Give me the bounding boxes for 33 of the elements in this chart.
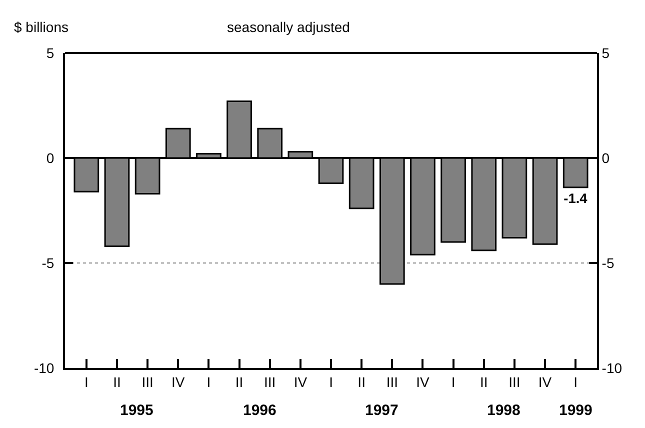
y-tick-label: 5 — [46, 44, 54, 61]
x-tick-label: III — [264, 374, 276, 390]
x-tick-label: II — [235, 374, 244, 390]
x-tick-label: II — [358, 374, 366, 390]
x-tick-label: III — [142, 374, 154, 390]
chart-subtitle: seasonally adjusted — [227, 19, 350, 35]
text: 1998 — [487, 402, 520, 419]
text: 1999 — [559, 402, 592, 419]
text: 1996 — [243, 402, 276, 419]
y-tick-label: -5 — [42, 254, 54, 271]
x-tick-label: II — [480, 374, 488, 390]
x-tick-label: IV — [416, 374, 430, 390]
y2-tick-label: -10 — [602, 360, 622, 376]
x-tick-label: I — [574, 374, 578, 390]
data-label: -1.4 — [564, 191, 588, 206]
x-tick-label: IV — [538, 374, 552, 390]
text: 1995 — [120, 402, 154, 419]
y-tick-label: -10 — [34, 360, 54, 376]
text: 1997 — [365, 402, 398, 419]
y2-tick-label: 5 — [602, 44, 610, 61]
x-tick-label: I — [451, 374, 456, 390]
y2-tick-label: -5 — [602, 254, 614, 271]
x-tick-label: IV — [294, 374, 308, 390]
x-tick-label: I — [329, 374, 333, 390]
y2-tick-label: 0 — [602, 150, 610, 166]
x-tick-label: IV — [172, 374, 186, 390]
x-tick-label: II — [113, 374, 121, 390]
y-tick-label: 0 — [46, 150, 54, 166]
x-tick-label: III — [508, 374, 520, 390]
x-tick-label: I — [206, 374, 211, 390]
y-axis-title: $ billions — [14, 19, 68, 35]
x-tick-label: I — [84, 374, 88, 390]
x-tick-label: III — [386, 374, 398, 390]
